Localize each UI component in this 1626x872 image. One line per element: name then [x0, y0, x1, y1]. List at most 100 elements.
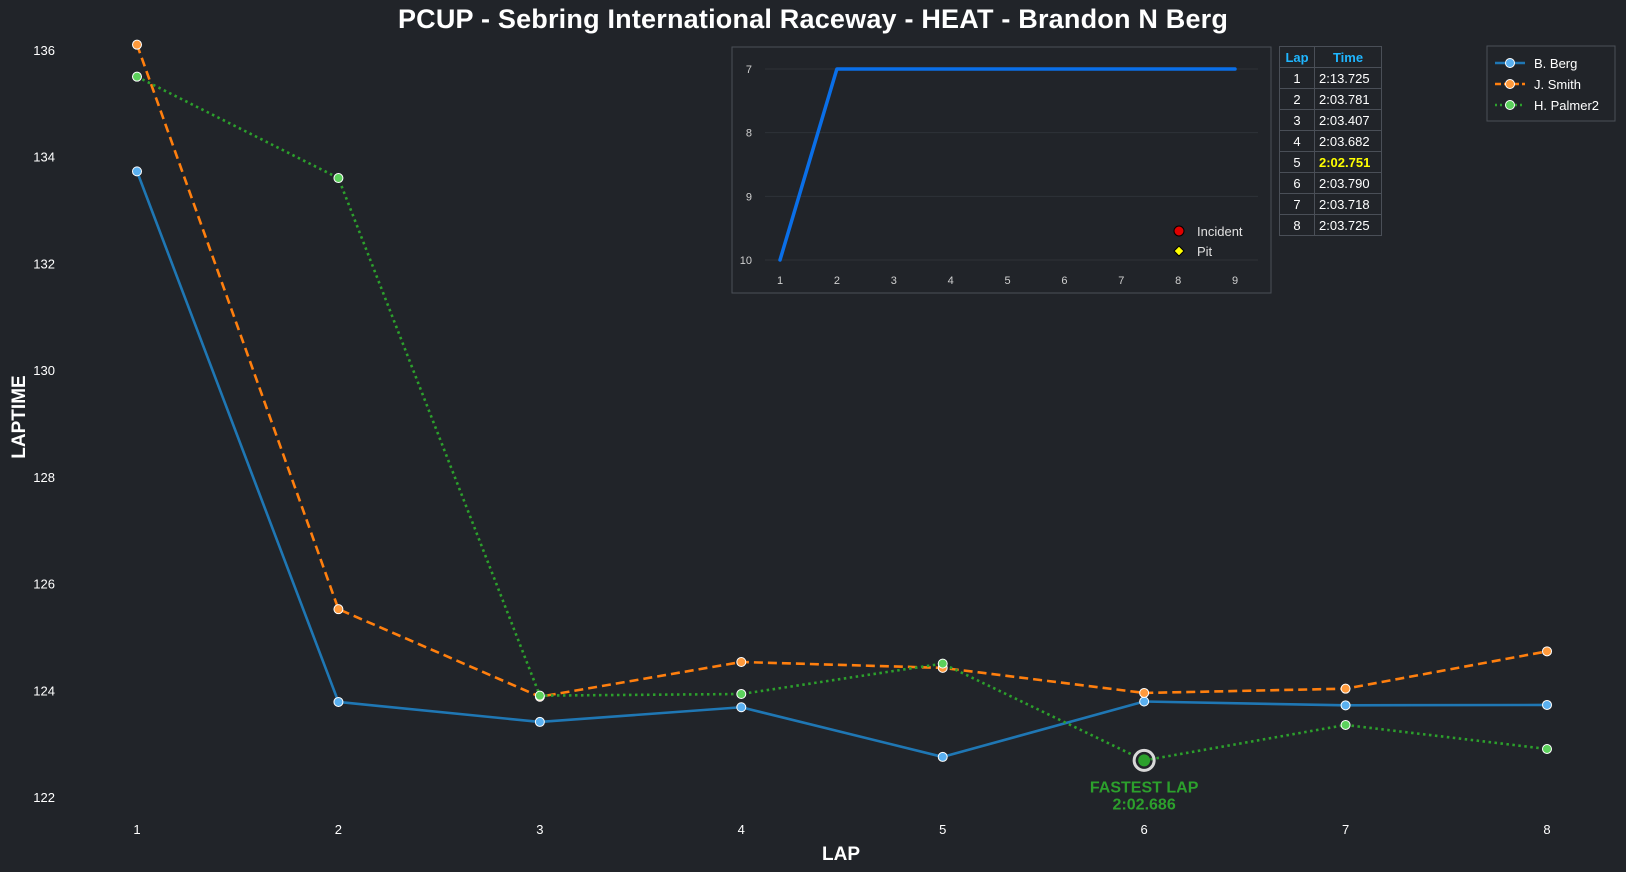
data-point	[1340, 683, 1351, 694]
x-tick-label: 4	[738, 822, 745, 837]
table-row: 2 2:03.781	[1279, 88, 1382, 110]
y-axis-label: LAPTIME	[9, 375, 30, 458]
series-lines	[135, 44, 1548, 762]
data-point	[132, 166, 142, 177]
legend-marker	[1505, 79, 1515, 89]
data-point	[333, 173, 344, 184]
x-tick-label: 2	[335, 822, 342, 837]
pit-legend-marker	[1173, 245, 1185, 257]
y-tick-label: 134	[33, 150, 55, 165]
fastest-lap-marker	[1132, 748, 1156, 772]
inset-y-tick-label: 7	[746, 64, 752, 76]
chart-title: PCUP - Sebring International Raceway - H…	[397, 4, 1229, 34]
data-point	[1542, 699, 1552, 710]
best-lap-time-cell: 2:02.751	[1314, 151, 1382, 173]
incident-legend-marker	[1173, 225, 1185, 237]
lap-time-cell: 2:03.781	[1314, 88, 1382, 110]
lap-number-cell: 1	[1279, 67, 1315, 89]
inset-x-tick-label: 3	[891, 275, 897, 287]
fastest-lap-point	[1138, 754, 1151, 767]
data-point	[937, 658, 948, 669]
legend-label: B. Berg	[1534, 56, 1577, 71]
inset-x-tick-label: 4	[948, 275, 954, 287]
inset-x-tick-label: 5	[1004, 275, 1010, 287]
lap-number-cell: 8	[1279, 214, 1315, 236]
y-tick-label: 128	[33, 470, 55, 485]
y-tick-label: 124	[33, 683, 55, 698]
table-header-time: Time	[1314, 46, 1382, 68]
lap-time-cell: 2:03.718	[1314, 193, 1382, 215]
fastest-lap-time: 2:02.686	[1113, 796, 1176, 813]
lap-number-cell: 3	[1279, 109, 1315, 131]
inset-x-tick-label: 6	[1061, 275, 1067, 287]
series-markers	[132, 39, 1552, 766]
lap-time-cell: 2:03.682	[1314, 130, 1382, 152]
x-tick-label: 1	[133, 822, 140, 837]
data-point	[534, 690, 545, 701]
data-point	[736, 702, 747, 713]
lap-number-cell: 5	[1279, 151, 1315, 173]
lap-number-cell: 7	[1279, 193, 1315, 215]
series-line-j-smith	[135, 44, 1548, 698]
data-point	[333, 604, 344, 615]
inset-y-tick-label: 10	[740, 255, 752, 267]
x-tick-group: 1 2 3 4 5 6 7 8	[133, 822, 1550, 837]
table-row: 3 2:03.407	[1279, 109, 1382, 131]
fastest-lap-annotation: FASTEST LAP 2:02.686	[1090, 748, 1199, 813]
y-tick-group: 122 124 126 128 130 132 134 136	[33, 43, 55, 805]
data-point	[736, 689, 747, 700]
inset-y-tick-label: 9	[746, 191, 752, 203]
table-row: 8 2:03.725	[1279, 214, 1382, 236]
y-tick-label: 130	[33, 363, 55, 378]
lap-time-cell: 2:13.725	[1314, 67, 1382, 89]
data-point	[937, 751, 948, 762]
table-row: 1 2:13.725	[1279, 67, 1382, 89]
data-point	[1139, 687, 1150, 698]
lap-times-table: Lap Time 1 2:13.725 2 2:03.781 3 2:03.407 4 2:0…	[1279, 46, 1382, 236]
table-row: 5 2:02.751	[1279, 151, 1382, 173]
table-header-row: Lap Time	[1279, 46, 1382, 68]
x-tick-label: 3	[536, 822, 543, 837]
data-point	[736, 657, 747, 668]
inset-position-line	[778, 67, 1237, 262]
y-tick-label: 122	[33, 790, 55, 805]
pit-legend-label: Pit	[1197, 244, 1213, 259]
data-point	[132, 39, 142, 50]
lap-number-cell: 4	[1279, 130, 1315, 152]
data-point	[333, 696, 344, 707]
lap-number-cell: 6	[1279, 172, 1315, 194]
lap-time-cell: 2:03.790	[1314, 172, 1382, 194]
legend-label: H. Palmer2	[1534, 98, 1599, 113]
x-tick-label: 7	[1342, 822, 1349, 837]
inset-x-tick-label: 2	[834, 275, 840, 287]
inset-legend: Incident Pit	[1173, 224, 1243, 259]
legend-label: J. Smith	[1534, 77, 1581, 92]
inset-x-tick-label: 7	[1118, 275, 1124, 287]
inset-position-chart: 7 8 9 10 1 2 3 4 5 6 7 8 9 Incident Pit	[731, 46, 1272, 294]
data-point	[1340, 719, 1351, 730]
inset-x-tick-label: 9	[1232, 275, 1238, 287]
table-row: 4 2:03.682	[1279, 130, 1382, 152]
legend-marker	[1505, 100, 1515, 110]
inset-y-tick-label: 8	[746, 128, 752, 140]
fastest-lap-label: FASTEST LAP	[1090, 779, 1199, 796]
x-tick-label: 6	[1141, 822, 1148, 837]
lap-number-cell: 2	[1279, 88, 1315, 110]
x-axis-label: LAP	[822, 844, 860, 865]
table-row: 7 2:03.718	[1279, 193, 1382, 215]
y-tick-label: 126	[33, 577, 55, 592]
data-point	[1139, 696, 1150, 707]
data-point	[132, 71, 142, 82]
data-point	[1542, 743, 1552, 754]
y-tick-label: 136	[33, 43, 55, 58]
incident-legend-label: Incident	[1197, 224, 1243, 239]
table-header-lap: Lap	[1279, 46, 1315, 68]
legend-marker	[1505, 58, 1515, 68]
main-legend: B. Berg J. Smith H. Palmer2	[1486, 45, 1616, 122]
table-row: 6 2:03.790	[1279, 172, 1382, 194]
series-line-b-berg	[135, 170, 1548, 759]
series-line-h-palmer2	[136, 75, 1548, 762]
inset-x-tick-label: 8	[1175, 275, 1181, 287]
